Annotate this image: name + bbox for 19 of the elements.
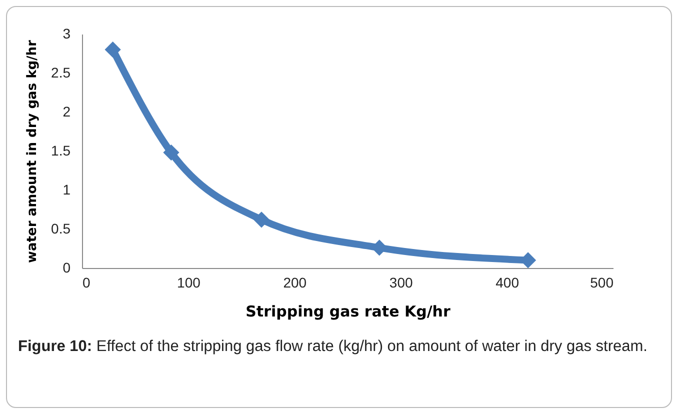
y-tick-label: 3 bbox=[62, 26, 71, 42]
x-tick-label: 0 bbox=[82, 274, 90, 290]
x-tick-label: 500 bbox=[590, 274, 614, 290]
y-tick-label: 0.5 bbox=[51, 220, 71, 236]
point bbox=[104, 42, 121, 58]
x-tick-label: 300 bbox=[389, 274, 413, 290]
x-axis-title: Stripping gas rate Kg/hr bbox=[246, 302, 451, 320]
point bbox=[253, 212, 270, 228]
y-tick-label: 1.5 bbox=[51, 142, 71, 158]
point bbox=[163, 144, 180, 161]
x-tick-label: 200 bbox=[283, 274, 307, 290]
y-tick-label: 1 bbox=[62, 182, 71, 198]
y-tick-label: 2.5 bbox=[51, 64, 71, 80]
x-tick-label: 400 bbox=[496, 274, 520, 290]
y-axis-title: water amount in dry gas kg/hr bbox=[25, 39, 40, 263]
caption: Figure 10: Effect of the stripping gas flow rate (kg/hr) on amount of water in dry gas stream. bbox=[18, 338, 648, 356]
x-tick-label: 100 bbox=[177, 274, 201, 290]
y-tick-label: 0 bbox=[62, 260, 71, 276]
y-tick-label: 2 bbox=[62, 104, 71, 120]
